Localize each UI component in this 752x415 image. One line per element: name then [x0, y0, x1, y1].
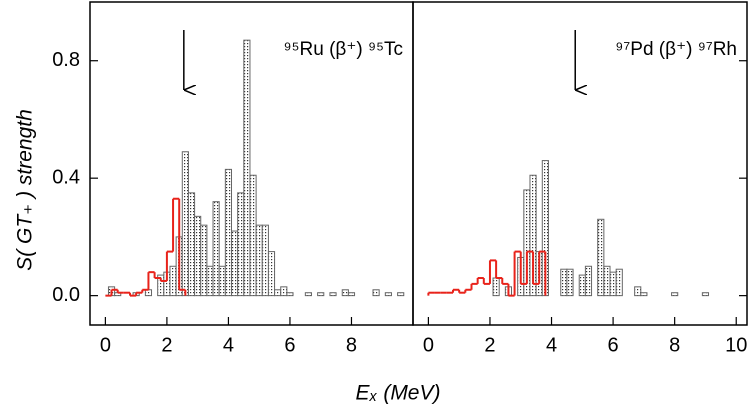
y-tick-label: 0.4: [52, 166, 80, 188]
x-tick-label: 0: [423, 334, 434, 356]
bar: [634, 286, 642, 297]
bar: [224, 168, 233, 297]
bar: [231, 230, 239, 297]
bar: [701, 292, 710, 297]
bar: [341, 289, 349, 297]
x-tick-label: 10: [725, 334, 747, 356]
bar: [640, 292, 648, 297]
y-axis-label: S( GT₊ ) strength: [14, 109, 37, 271]
y-tick-label: 0.8: [52, 49, 80, 71]
panel-label: ⁹⁵Ru (β⁺) ⁹⁵Tc: [284, 39, 403, 60]
y-tick-label: 0.0: [52, 284, 80, 306]
bar: [384, 292, 392, 297]
bar: [255, 224, 263, 297]
bar: [212, 201, 220, 297]
bar: [578, 274, 586, 297]
bar: [187, 192, 196, 297]
bar: [249, 174, 257, 297]
bar: [274, 289, 282, 297]
bar: [181, 151, 189, 297]
bar: [261, 224, 269, 297]
bar: [218, 265, 226, 297]
bar: [397, 292, 405, 297]
bar: [194, 215, 202, 297]
bar: [615, 268, 623, 297]
plot-frame: [412, 1, 748, 326]
x-tick-label: 6: [284, 334, 295, 356]
bar: [267, 251, 276, 297]
bar: [597, 218, 605, 297]
bar: [286, 292, 294, 297]
x-tick-label: 2: [161, 334, 172, 356]
bar: [372, 289, 380, 297]
x-tick-label: 6: [608, 334, 619, 356]
bar: [243, 39, 251, 297]
bar: [304, 292, 312, 297]
bar: [529, 174, 537, 297]
bar: [492, 277, 500, 297]
bar: [566, 268, 574, 297]
bar: [237, 192, 245, 297]
bar: [329, 292, 337, 297]
bar: [584, 265, 593, 297]
bar: [280, 286, 288, 297]
x-tick-label: 0: [100, 334, 111, 356]
bar: [609, 271, 617, 297]
bar: [200, 224, 208, 297]
x-tick-label: 8: [346, 334, 357, 356]
x-tick-label: 4: [223, 334, 234, 356]
x-tick-label: 2: [484, 334, 495, 356]
bar: [603, 265, 611, 297]
bar: [347, 292, 356, 297]
x-tick-label: 8: [669, 334, 680, 356]
bar: [169, 265, 177, 297]
panel-label: ⁹⁷Pd (β⁺) ⁹⁷Rh: [615, 39, 737, 60]
bar: [560, 268, 568, 297]
x-axis-label: Eₓ (MeV): [355, 382, 440, 405]
bar: [671, 292, 679, 297]
bar: [317, 292, 325, 297]
x-tick-label: 4: [546, 334, 557, 356]
bar: [206, 265, 214, 297]
